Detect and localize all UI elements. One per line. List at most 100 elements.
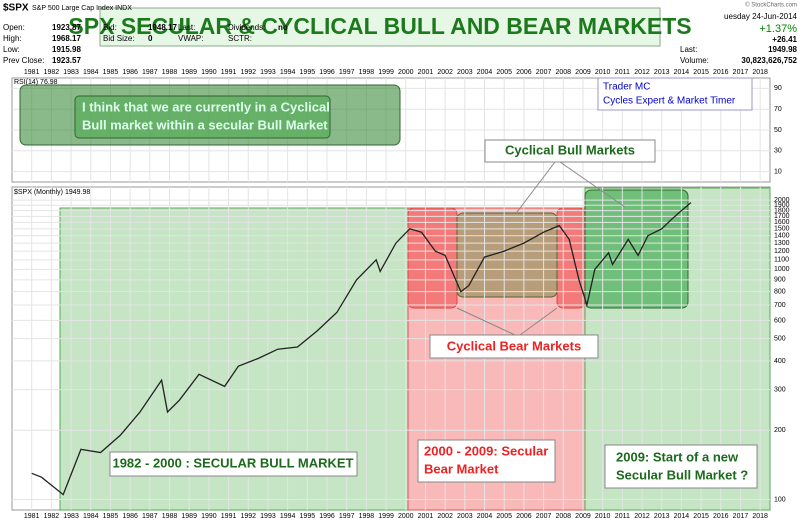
x-tick-label: 2002 (437, 69, 453, 76)
rsi-label: RSI(14) 76.98 (14, 79, 58, 86)
field-label: Bid: (103, 23, 117, 32)
field-label: Dividends: (228, 23, 265, 32)
rsi-tick-label: 30 (774, 148, 782, 155)
x-tick-label: 2004 (477, 513, 493, 520)
cyclical-bear-zone (556, 207, 586, 309)
title-box (99, 7, 661, 47)
x-tick-label: 2010 (595, 513, 611, 520)
x-tick-label: 2012 (634, 69, 650, 76)
chart-title: SPX SECULAR & CYCLICAL BULL AND BEAR MAR… (68, 13, 691, 39)
x-tick-label: 1992 (240, 69, 256, 76)
x-tick-label: 2009 (575, 513, 591, 520)
x-tick-label: 2014 (674, 513, 690, 520)
author: Cycles Expert & Market Timer (603, 96, 736, 107)
x-tick-label: 1998 (359, 513, 375, 520)
field-value: 1968.17 (52, 34, 81, 43)
field-label: Open: (3, 23, 25, 32)
x-tick-label: 1991 (221, 69, 237, 76)
field-label: SCTR: (228, 34, 252, 43)
y-tick-label: 700 (774, 302, 786, 309)
x-tick-label: 2006 (516, 69, 532, 76)
field-value: 1923.57 (52, 56, 81, 65)
x-tick-label: 1982 (44, 69, 60, 76)
credit: © StockCharts.com (745, 2, 797, 9)
y-tick-label: 500 (774, 335, 786, 342)
x-tick-label: 1983 (63, 69, 79, 76)
field-value: 30,823,626,752 (741, 56, 797, 65)
pointer (559, 161, 626, 208)
y-tick-label: 1200 (774, 248, 790, 255)
x-tick-label: 2002 (437, 513, 453, 520)
rsi-tick-label: 10 (774, 168, 782, 175)
x-tick-label: 2006 (516, 513, 532, 520)
price-label: $SPX (Monthly) 1949.98 (14, 189, 90, 196)
x-tick-label: 1990 (201, 513, 217, 520)
annotation: Secular Bull Market ? (616, 467, 748, 482)
field-value: 1915.98 (52, 45, 81, 54)
x-tick-label: 1991 (221, 513, 237, 520)
x-tick-label: 1986 (122, 513, 138, 520)
x-tick-label: 1987 (142, 69, 158, 76)
x-tick-label: 2003 (457, 513, 473, 520)
x-tick-label: 2017 (733, 69, 749, 76)
annotation: 2000 - 2009: Secular (424, 443, 548, 458)
y-tick-label: 100 (774, 496, 786, 503)
y-tick-label: 1600 (774, 219, 790, 226)
x-tick-label: 2015 (693, 513, 709, 520)
x-tick-label: 1992 (240, 513, 256, 520)
x-tick-label: 2016 (713, 69, 729, 76)
x-tick-label: 2012 (634, 513, 650, 520)
x-tick-label: 2004 (477, 69, 493, 76)
x-tick-label: 2018 (752, 69, 768, 76)
cyclical-bull-zone (584, 189, 689, 309)
pointer (516, 161, 556, 213)
x-tick-label: 1988 (162, 513, 178, 520)
date: uesday 24-Jun-2014 (724, 12, 797, 21)
x-tick-label: 2014 (674, 69, 690, 76)
field-label: Bid Size: (103, 34, 135, 43)
x-tick-label: 1995 (300, 513, 316, 520)
x-tick-label: 2001 (418, 69, 434, 76)
x-tick-label: 2008 (555, 69, 571, 76)
change: +26.41 (772, 35, 797, 44)
annotation: 2009: Start of a new (616, 449, 739, 464)
rsi-tick-label: 70 (774, 106, 782, 113)
x-tick-label: 1984 (83, 513, 99, 520)
annotation: Bull market within a secular Bull Market (82, 117, 328, 132)
y-tick-label: 800 (774, 289, 786, 296)
y-tick-label: 1900 (774, 202, 790, 209)
x-tick-label: 1989 (181, 69, 197, 76)
x-tick-label: 1987 (142, 513, 158, 520)
y-tick-label: 1800 (774, 207, 790, 214)
x-tick-label: 2000 (398, 69, 414, 76)
x-tick-label: 1999 (378, 69, 394, 76)
annotation: Cyclical Bull Markets (505, 142, 635, 157)
y-tick-label: 900 (774, 277, 786, 284)
x-tick-label: 2016 (713, 513, 729, 520)
x-tick-label: 1994 (280, 69, 296, 76)
field-value: 1923.87 (52, 23, 81, 32)
annotation: Cyclical Bear Markets (447, 338, 581, 353)
x-tick-label: 2013 (654, 513, 670, 520)
y-tick-label: 1500 (774, 226, 790, 233)
x-tick-label: 1989 (181, 513, 197, 520)
field-label: Low: (3, 45, 20, 54)
y-tick-label: 1000 (774, 266, 790, 273)
field-label: Volume: (680, 56, 709, 65)
label-box (417, 439, 556, 483)
x-tick-label: 1985 (103, 513, 119, 520)
x-tick-label: 1996 (319, 69, 335, 76)
x-tick-label: 1990 (201, 69, 217, 76)
x-tick-label: 1996 (319, 513, 335, 520)
x-tick-label: 2001 (418, 513, 434, 520)
x-tick-label: 2017 (733, 513, 749, 520)
x-tick-label: 1998 (359, 69, 375, 76)
x-tick-label: 1993 (260, 513, 276, 520)
y-tick-label: 400 (774, 358, 786, 365)
x-tick-label: 2015 (693, 69, 709, 76)
x-tick-label: 1993 (260, 69, 276, 76)
field-value: 1949.98 (768, 45, 797, 54)
x-tick-label: 2003 (457, 69, 473, 76)
y-tick-label: 600 (774, 317, 786, 324)
